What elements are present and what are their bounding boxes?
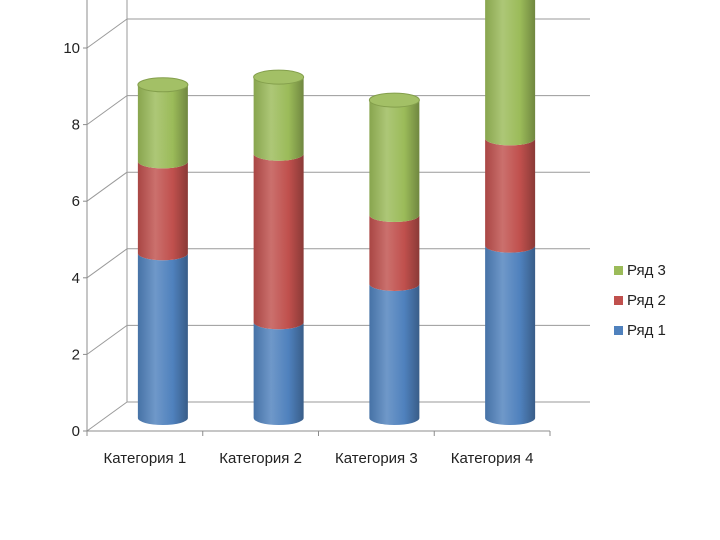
y-tick-label: 6 xyxy=(72,193,80,210)
bar-ряд-1-категория-4 xyxy=(485,245,536,425)
legend-item-ряд-1: Ряд 1 xyxy=(614,322,666,339)
gridline-depth xyxy=(86,401,128,432)
cylinder-top-3 xyxy=(368,92,420,108)
gridline-depth xyxy=(86,248,128,279)
legend-swatch xyxy=(614,266,623,275)
category-label-3: Категория 3 xyxy=(335,450,418,467)
y-tick-label: 10 xyxy=(63,40,80,57)
bar-ряд-1-категория-3 xyxy=(369,283,420,425)
cylinder-2 xyxy=(253,69,305,425)
gridline-depth xyxy=(86,18,128,49)
bar-ряд-2-категория-1 xyxy=(137,161,188,261)
legend-swatch xyxy=(614,326,623,335)
gridline-depth xyxy=(86,324,128,355)
bars xyxy=(137,0,536,425)
category-label-1: Категория 1 xyxy=(104,450,187,467)
legend-item-ряд-3: Ряд 3 xyxy=(614,262,666,279)
legend: Ряд 3 Ряд 2 Ряд 1 xyxy=(614,262,666,339)
bar-ряд-3-категория-1 xyxy=(137,84,188,169)
bar-ряд-1-категория-1 xyxy=(137,253,188,425)
legend-item-ряд-2: Ряд 2 xyxy=(614,292,666,309)
y-tick-label: 4 xyxy=(72,270,80,287)
gridline-depth xyxy=(86,171,128,202)
y-tick-label: 8 xyxy=(72,117,80,134)
bar-ряд-1-категория-2 xyxy=(253,322,304,425)
y-tick-label: 2 xyxy=(72,346,80,363)
category-label-2: Категория 2 xyxy=(219,450,302,467)
cylinder-top-2 xyxy=(253,69,305,85)
legend-swatch xyxy=(614,296,623,305)
cylinder-1 xyxy=(137,77,189,425)
axes xyxy=(83,0,551,436)
gridline-depth xyxy=(86,95,128,126)
legend-label: Ряд 3 xyxy=(627,262,666,279)
bar-ряд-3-категория-4 xyxy=(485,0,536,146)
cylinder-4 xyxy=(485,0,536,425)
category-label-4: Категория 4 xyxy=(451,450,534,467)
bar-ряд-3-категория-2 xyxy=(253,77,304,161)
legend-label: Ряд 1 xyxy=(627,322,666,339)
bar-ряд-2-категория-3 xyxy=(369,215,420,291)
bar-ряд-3-категория-3 xyxy=(369,100,420,223)
bar-ряд-2-категория-2 xyxy=(253,153,304,330)
cylinder-top-1 xyxy=(137,77,189,93)
bar-ряд-2-категория-4 xyxy=(485,138,536,253)
cylinder-3 xyxy=(368,92,420,425)
legend-label: Ряд 2 xyxy=(627,292,666,309)
y-tick-label: 0 xyxy=(72,423,80,440)
